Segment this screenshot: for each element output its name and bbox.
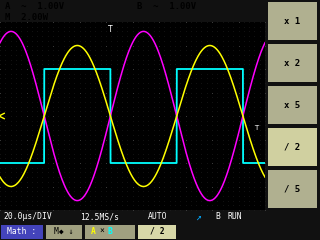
- Text: ×: ×: [99, 227, 104, 236]
- Bar: [138, 224, 176, 239]
- Text: x 2: x 2: [284, 59, 300, 67]
- Text: x 5: x 5: [284, 101, 300, 109]
- Bar: [268, 128, 317, 166]
- Bar: [46, 224, 82, 239]
- Text: M  2.00W: M 2.00W: [5, 13, 48, 22]
- Text: ↗: ↗: [195, 211, 201, 222]
- Text: 12.5MS/s: 12.5MS/s: [80, 212, 119, 221]
- Text: / 2: / 2: [150, 227, 164, 236]
- Text: A: A: [91, 227, 96, 236]
- Bar: [268, 2, 317, 40]
- Text: B  ~  1.00V: B ~ 1.00V: [137, 2, 196, 11]
- Text: T: T: [254, 125, 258, 131]
- Bar: [85, 224, 135, 239]
- Text: RUN: RUN: [228, 212, 243, 221]
- Bar: [268, 86, 317, 124]
- Text: B: B: [107, 227, 112, 236]
- Text: Math :: Math :: [7, 227, 36, 236]
- Text: / 5: / 5: [284, 185, 300, 193]
- Bar: [268, 44, 317, 82]
- Text: B: B: [215, 212, 220, 221]
- Text: T: T: [108, 25, 112, 34]
- Bar: [1, 224, 43, 239]
- Text: / 2: / 2: [284, 143, 300, 151]
- Text: 20.0µs/DIV: 20.0µs/DIV: [3, 212, 52, 221]
- Text: M◆ ↓: M◆ ↓: [54, 227, 74, 236]
- Text: A  ~  1.00V: A ~ 1.00V: [5, 2, 64, 11]
- Text: x 1: x 1: [284, 17, 300, 25]
- Text: AUTO: AUTO: [148, 212, 167, 221]
- Bar: [268, 170, 317, 208]
